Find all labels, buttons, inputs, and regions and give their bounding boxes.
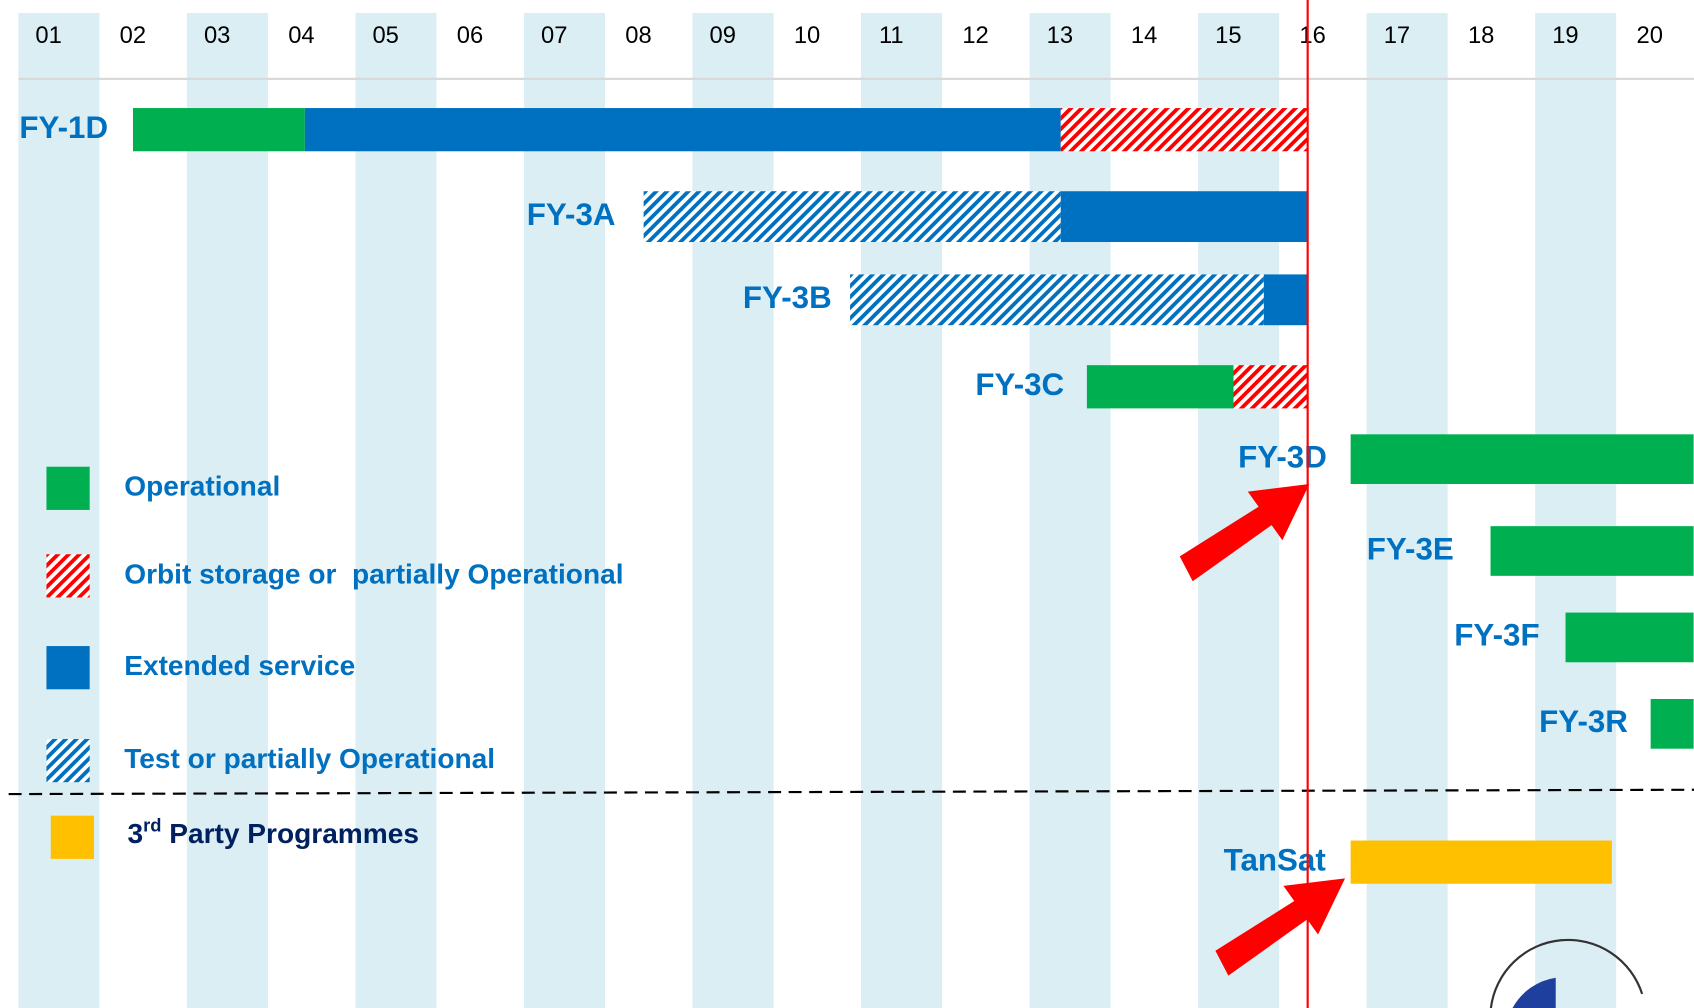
legend-swatch — [46, 466, 90, 510]
timeline-bar — [1086, 365, 1234, 409]
logo-fragment — [1489, 938, 1644, 1008]
year-label: 09 — [710, 22, 736, 49]
year-label: 11 — [879, 22, 904, 49]
legend-label-rest: Party Programmes — [161, 819, 419, 850]
legend-label-sup: rd — [143, 814, 161, 835]
arrow — [1179, 484, 1310, 582]
year-label: 06 — [457, 22, 483, 49]
timeline-bar — [1350, 840, 1612, 884]
legend-swatch — [46, 554, 90, 598]
satellite-label: FY-3F — [1454, 618, 1539, 653]
year-label: 12 — [962, 22, 988, 49]
legend-label: Orbit storage or partially Operational — [124, 558, 623, 589]
legend-label: 3rd Party Programmes — [127, 814, 419, 849]
timeline-bar — [1263, 274, 1308, 326]
legend-swatch — [46, 738, 90, 783]
year-label: 18 — [1468, 22, 1494, 49]
year-label: 07 — [541, 22, 567, 49]
satellite-label: FY-3A — [527, 197, 616, 232]
year-label: 13 — [1047, 22, 1073, 49]
year-band — [1029, 12, 1111, 1008]
year-band — [523, 12, 605, 1008]
timeline-bar — [1650, 699, 1694, 749]
year-band — [861, 12, 943, 1008]
legend-label: Operational — [124, 471, 280, 502]
timeline-bar — [304, 108, 1061, 152]
year-label: 17 — [1384, 22, 1410, 49]
timeline-bar — [1565, 612, 1694, 663]
timeline-bar — [1233, 365, 1308, 409]
legend-label: Extended service — [124, 650, 355, 681]
legend-label: Test or partially Operational — [124, 743, 495, 774]
year-band — [186, 12, 268, 1008]
satellite-label: FY-3R — [1539, 704, 1628, 739]
timeline-bar — [1350, 434, 1694, 485]
year-band — [355, 12, 437, 1008]
year-band — [692, 12, 774, 1008]
year-label: 04 — [288, 22, 314, 49]
legend-swatch — [50, 815, 94, 859]
timeline-bar — [643, 191, 1061, 243]
year-label: 03 — [204, 22, 230, 49]
year-label: 01 — [35, 22, 61, 49]
separator — [8, 788, 1694, 796]
satellite-label: FY-1D — [19, 110, 108, 145]
timeline-bar — [132, 108, 305, 152]
arrow — [1215, 878, 1346, 976]
timeline-bar — [1490, 526, 1694, 576]
year-label: 16 — [1299, 22, 1325, 49]
year-label: 20 — [1636, 22, 1662, 49]
year-label: 15 — [1215, 22, 1241, 49]
satellite-label: FY-3B — [743, 280, 832, 315]
year-label: 14 — [1131, 22, 1157, 49]
satellite-label: FY-3E — [1367, 531, 1454, 566]
timeline-bar — [1060, 191, 1308, 243]
year-label: 02 — [120, 22, 146, 49]
timeline-bar — [850, 274, 1264, 326]
satellite-label: FY-3D — [1238, 439, 1327, 474]
timeline-bar — [1060, 108, 1308, 152]
satellite-label: FY-3C — [975, 367, 1064, 402]
year-label: 08 — [625, 22, 651, 49]
legend-swatch — [46, 646, 90, 690]
year-label: 05 — [372, 22, 398, 49]
year-label: 10 — [794, 22, 820, 49]
year-label: 19 — [1552, 22, 1578, 49]
satellite-label: TanSat — [1224, 842, 1327, 877]
legend-label-main: 3 — [127, 819, 143, 850]
